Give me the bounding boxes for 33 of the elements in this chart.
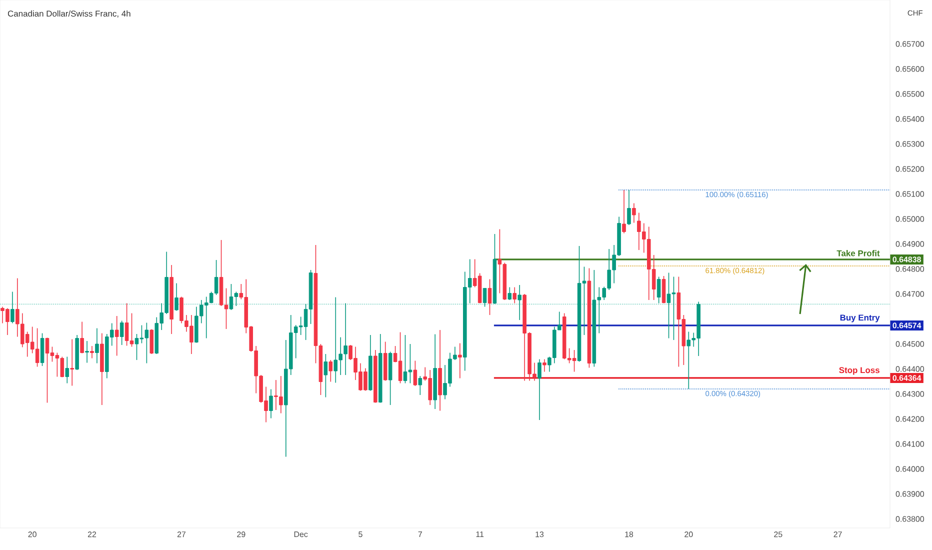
candlestick — [622, 190, 626, 234]
candlestick — [482, 288, 487, 308]
candlestick — [120, 320, 124, 346]
candlestick — [85, 340, 89, 364]
candlestick — [95, 328, 99, 364]
candlestick — [70, 338, 74, 386]
candlestick — [150, 328, 154, 354]
candlestick — [10, 291, 14, 324]
annotation: Take Profit — [836, 250, 880, 256]
candlestick — [656, 276, 661, 304]
candlestick — [627, 190, 631, 226]
candlestick — [458, 342, 462, 379]
candlestick — [508, 286, 512, 300]
candlestick — [418, 376, 422, 396]
candlestick — [90, 346, 94, 359]
candlestick — [65, 356, 70, 384]
candlestick — [114, 316, 119, 356]
candlestick — [632, 202, 636, 224]
candlestick — [488, 278, 492, 316]
candlestick — [80, 321, 84, 354]
candlestick — [512, 286, 517, 304]
annotation: Stop Loss — [839, 367, 880, 375]
candlestick — [413, 360, 418, 386]
candlestick — [174, 282, 178, 312]
candlestick — [269, 388, 273, 419]
annotation: Buy Entry — [840, 314, 880, 322]
candlestick — [542, 358, 546, 372]
text: Canadian Dollar/Swiss Franc, 4h — [8, 10, 130, 18]
candlestick — [662, 276, 666, 304]
candlestick — [518, 284, 522, 320]
candlestick — [328, 360, 333, 382]
candlestick — [538, 358, 542, 420]
candlestick — [324, 354, 328, 398]
